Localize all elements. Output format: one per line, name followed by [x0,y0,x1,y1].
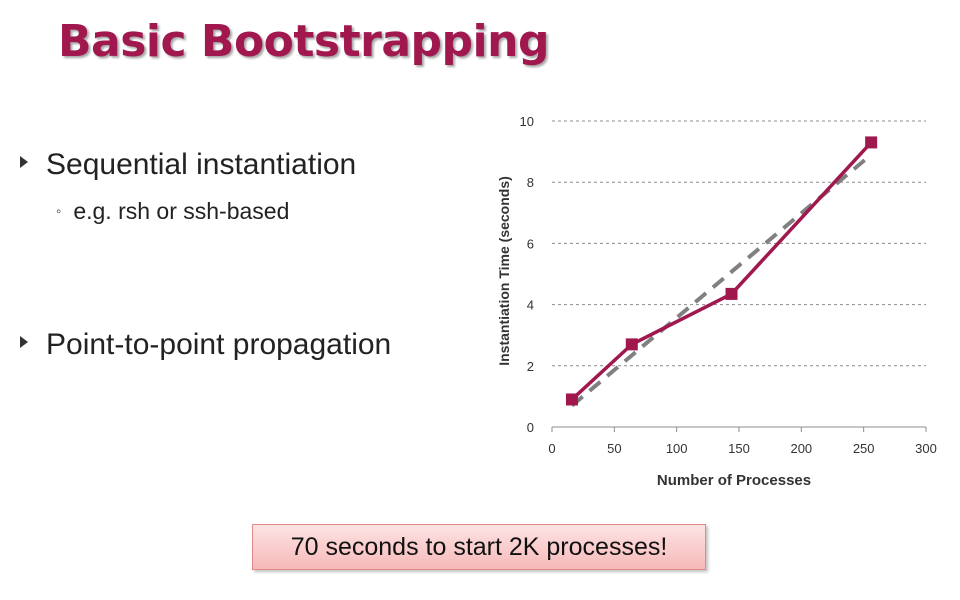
y-axis-label: Instantiation Time (seconds) [496,176,512,366]
sub-bullet-text: e.g. rsh or ssh-based [73,198,290,224]
y-tick-label: 6 [527,236,534,251]
bullet-text: Sequential instantiation [46,148,357,181]
bullet-item: Point-to-point propagation [20,328,391,362]
x-tick-label: 150 [728,441,750,456]
y-tick-label: 10 [520,114,534,129]
x-tick-label: 0 [548,441,555,456]
y-tick-label: 4 [527,298,534,313]
x-axis-label: Number of Processes [657,472,811,489]
y-tick-label: 2 [527,359,534,374]
triangle-bullet-icon [20,336,28,348]
data-point-marker [725,287,738,300]
data-point-marker [865,136,878,149]
x-tick-label: 100 [666,441,688,456]
callout-box: 70 seconds to start 2K processes! [252,524,706,570]
series-line [570,141,873,401]
x-tick-label: 50 [607,441,621,456]
sub-bullet-item: ◦ e.g. rsh or ssh-based [56,198,289,225]
x-tick-label: 300 [915,441,937,456]
data-point-marker [625,338,638,351]
circle-bullet-icon: ◦ [56,203,62,220]
triangle-bullet-icon [20,156,28,168]
data-point-marker [565,393,578,406]
x-tick-label: 200 [790,441,812,456]
slide-title: Basic Bootstrapping [58,16,549,67]
y-tick-label: 0 [527,420,534,435]
bullet-text: Point-to-point propagation [46,328,392,361]
bullet-item: Sequential instantiation [20,148,356,182]
x-tick-label: 250 [853,441,875,456]
y-tick-label: 8 [527,175,534,190]
